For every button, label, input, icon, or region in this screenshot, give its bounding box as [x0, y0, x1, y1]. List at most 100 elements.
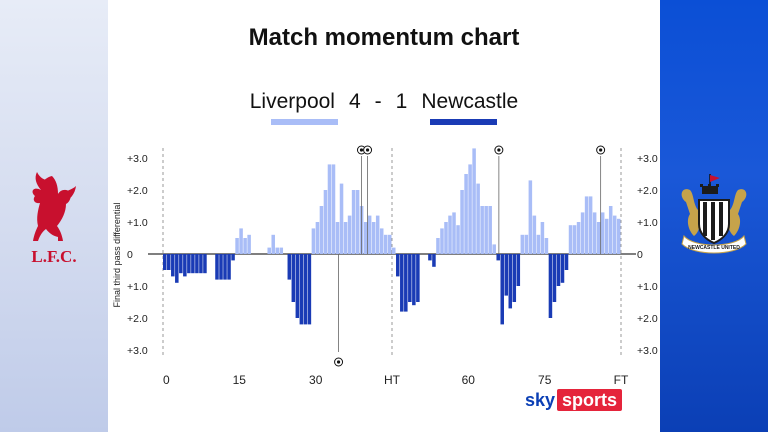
momentum-bar: [484, 206, 488, 254]
momentum-bar: [271, 234, 275, 254]
x-tick-label: 30: [309, 373, 323, 387]
momentum-bar: [444, 222, 448, 254]
y-tick-left: +1.0: [127, 281, 148, 293]
momentum-bar: [404, 254, 408, 312]
momentum-bar: [400, 254, 404, 312]
y-axis-label: Final third pass differential: [112, 203, 122, 308]
momentum-bar: [436, 238, 440, 254]
momentum-bar: [339, 183, 344, 254]
y-tick-right: +2.0: [637, 185, 658, 197]
momentum-bar: [548, 254, 553, 318]
momentum-bar: [351, 190, 356, 254]
momentum-bar: [476, 183, 480, 254]
momentum-bar: [588, 196, 593, 254]
momentum-bar: [327, 164, 332, 254]
momentum-bar: [307, 254, 312, 325]
momentum-bar: [287, 254, 292, 280]
momentum-bar: [568, 225, 573, 254]
momentum-bar: [239, 228, 243, 254]
football-icon-center: [359, 148, 364, 152]
momentum-bar: [275, 247, 280, 254]
chart-title: Match momentum chart: [248, 24, 520, 51]
momentum-bar: [616, 218, 621, 254]
momentum-bar: [524, 234, 529, 254]
momentum-bar: [532, 215, 537, 254]
momentum-bar: [179, 254, 183, 274]
momentum-bar: [392, 247, 396, 254]
away-team-name: Newcastle: [421, 90, 519, 113]
momentum-bar: [223, 254, 227, 280]
momentum-bar: [512, 254, 517, 302]
momentum-bar: [592, 212, 597, 254]
momentum-bar: [564, 254, 569, 270]
x-tick-label: HT: [384, 373, 401, 387]
momentum-bar: [540, 222, 545, 254]
x-tick-label: 60: [462, 373, 476, 387]
svg-text:NEWCASTLE UNITED: NEWCASTLE UNITED: [688, 245, 740, 251]
momentum-bar: [167, 254, 171, 270]
momentum-bar: [580, 212, 585, 254]
momentum-bar: [243, 238, 247, 254]
momentum-bar: [500, 254, 504, 325]
momentum-bar: [492, 244, 496, 254]
momentum-bar: [516, 254, 521, 286]
momentum-bar: [560, 254, 565, 283]
y-tick-left: +2.0: [127, 185, 148, 197]
momentum-bar: [460, 190, 464, 254]
momentum-bar: [303, 254, 308, 325]
momentum-bar: [472, 148, 476, 254]
momentum-bar: [528, 180, 533, 254]
away-legend-swatch: [430, 119, 497, 125]
momentum-bar: [504, 254, 509, 296]
football-icon-center: [599, 148, 603, 152]
momentum-bar: [247, 234, 251, 254]
momentum-bar: [379, 228, 384, 254]
y-tick-left: +2.0: [127, 313, 148, 325]
newcastle-side-panel: NEWCASTLE UNITED: [660, 0, 768, 432]
momentum-bar: [219, 254, 223, 280]
momentum-bar: [416, 254, 420, 302]
momentum-bar: [596, 222, 601, 254]
momentum-bar: [584, 196, 589, 254]
momentum-bar: [347, 215, 352, 254]
brand-sky: sky: [525, 390, 556, 410]
momentum-bar: [267, 247, 271, 254]
y-tick-left: 0: [127, 249, 133, 261]
momentum-bar: [279, 247, 284, 254]
momentum-bar: [556, 254, 561, 286]
momentum-bar: [355, 190, 360, 254]
chart-bars: [163, 148, 621, 325]
momentum-bar: [452, 212, 456, 254]
momentum-bar: [175, 254, 179, 283]
momentum-bar: [199, 254, 203, 274]
x-tick-label: FT: [614, 373, 629, 387]
momentum-bar: [552, 254, 557, 302]
momentum-bar: [456, 225, 460, 254]
score-separator: -: [374, 90, 382, 113]
momentum-bar: [412, 254, 416, 306]
football-icon-center: [336, 360, 341, 364]
momentum-bar: [440, 228, 444, 254]
svg-text:L.F.C.: L.F.C.: [31, 247, 76, 266]
y-tick-right: +2.0: [637, 313, 658, 325]
y-tick-left: +1.0: [127, 217, 148, 229]
momentum-bar: [295, 254, 300, 318]
y-tick-right: +1.0: [637, 281, 658, 293]
home-score: 4: [348, 90, 361, 113]
axis-ticks: +3.0 +3.0 +2.0 +2.0 +1.0 +1.0 0 0 +1.0 +1.0 +2.0 +2…: [127, 153, 658, 387]
momentum-bar: [488, 206, 492, 254]
momentum-bar: [331, 164, 336, 254]
momentum-bar: [335, 222, 340, 254]
momentum-bar: [187, 254, 191, 274]
momentum-bar: [612, 215, 617, 254]
momentum-bar: [468, 164, 472, 254]
home-legend-swatch: [271, 119, 338, 125]
momentum-bar: [311, 228, 316, 254]
momentum-bar: [496, 254, 500, 261]
momentum-bar: [448, 215, 452, 254]
momentum-bar: [383, 234, 388, 254]
momentum-bar: [299, 254, 304, 325]
momentum-bar: [604, 218, 609, 254]
momentum-bar: [367, 215, 372, 254]
